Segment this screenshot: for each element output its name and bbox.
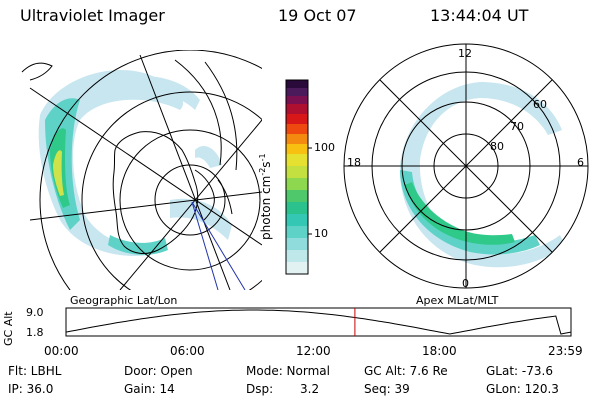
dsp-label: Dsp: — [246, 382, 274, 396]
instrument-title: Ultraviolet Imager — [20, 6, 165, 25]
timeline-ytick-low: 1.8 — [26, 326, 44, 339]
mlt-label-dawn: 6 — [577, 156, 584, 169]
gc-alt-info: GC Alt: 7.6 Re — [364, 364, 448, 378]
colorbar — [285, 79, 312, 275]
colorbar-tick-10: 10 — [314, 227, 328, 240]
mlat-label-70: 70 — [510, 120, 524, 133]
altitude-curve — [65, 309, 572, 335]
geographic-aurora-image — [38, 69, 232, 256]
mlat-label-80: 80 — [490, 140, 504, 153]
door-info: Door: Open — [124, 364, 193, 378]
mlt-label-midnight: 0 — [462, 277, 469, 290]
mlat-label-60: 60 — [533, 98, 547, 111]
timeline-xtick-0: 00:00 — [44, 344, 79, 358]
timeline-xtick-2: 12:00 — [296, 344, 331, 358]
filter-info: Flt: LBHL — [8, 364, 62, 378]
apex-grid — [343, 43, 589, 289]
timeline-xtick-4: 23:59 — [548, 344, 583, 358]
antarctica-coastline — [21, 62, 233, 254]
timeline-xtick-1: 06:00 — [170, 344, 205, 358]
time-label: 13:44:04 UT — [430, 6, 529, 25]
gain-info: Gain: 14 — [124, 382, 175, 396]
colorbar-tick-100: 100 — [314, 141, 335, 154]
subsatellite-track — [191, 201, 246, 290]
mlt-label-dusk: 18 — [347, 156, 361, 169]
mode-info: Mode: Normal — [246, 364, 330, 378]
dsp-value: 3.2 — [300, 382, 320, 396]
right-panel-caption: Apex MLat/MLT — [416, 294, 499, 307]
ip-info: IP: 36.0 — [8, 382, 54, 396]
colorbar-label: photon cm-2s-1 — [258, 153, 273, 240]
timeline-ytick-high: 9.0 — [26, 306, 44, 319]
date-label: 19 Oct 07 — [278, 6, 357, 25]
altitude-timeline — [65, 307, 572, 337]
geographic-grid — [29, 50, 262, 290]
seq-info: Seq: 39 — [364, 382, 410, 396]
timeline-frame — [65, 307, 572, 337]
left-panel-caption: Geographic Lat/Lon — [70, 294, 178, 307]
glat-info: GLat: -73.6 — [486, 364, 553, 378]
mlt-label-noon: 12 — [458, 47, 472, 60]
timeline-ylabel: GC Alt — [2, 311, 15, 346]
timeline-xtick-3: 18:00 — [422, 344, 457, 358]
glon-info: GLon: 120.3 — [486, 382, 559, 396]
